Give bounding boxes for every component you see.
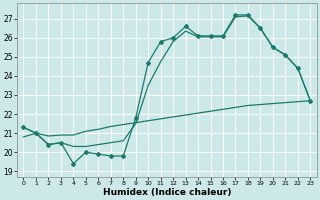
X-axis label: Humidex (Indice chaleur): Humidex (Indice chaleur) <box>103 188 231 197</box>
